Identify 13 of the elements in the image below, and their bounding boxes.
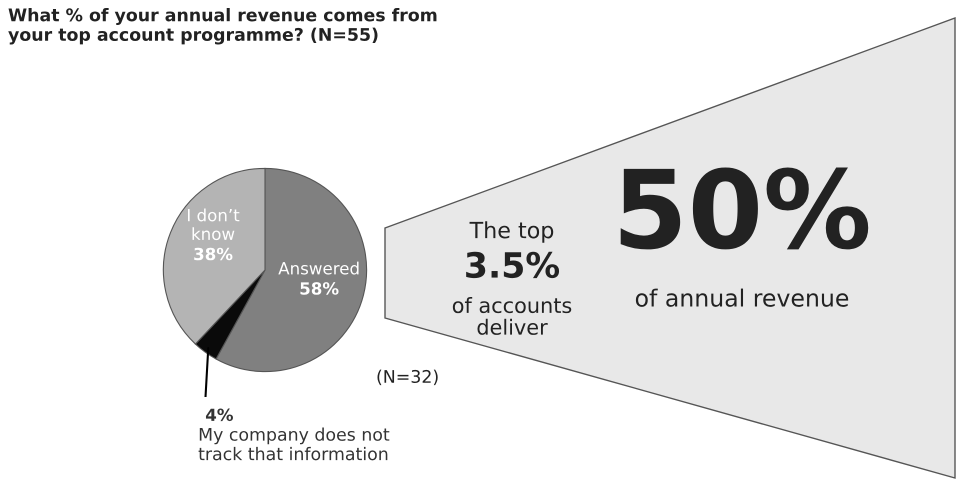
text: The top (470, 221, 554, 243)
text: of accounts deliver (452, 297, 572, 335)
data-label: 58% (300, 282, 339, 295)
text: (N=32) (377, 370, 438, 386)
data-label: 4% (206, 408, 233, 422)
slice-label: I don’t know (188, 208, 240, 240)
slice-label: Answered (278, 262, 359, 275)
text: 50% (620, 167, 868, 250)
text: of annual revenue (636, 288, 848, 307)
slice-label: My company does not track that information (198, 427, 390, 460)
text: 3.5% (466, 252, 560, 278)
chart-title: What % of your annual revenue comes from your top account programme? (N=55) (8, 8, 436, 45)
data-label: 38% (194, 248, 232, 260)
